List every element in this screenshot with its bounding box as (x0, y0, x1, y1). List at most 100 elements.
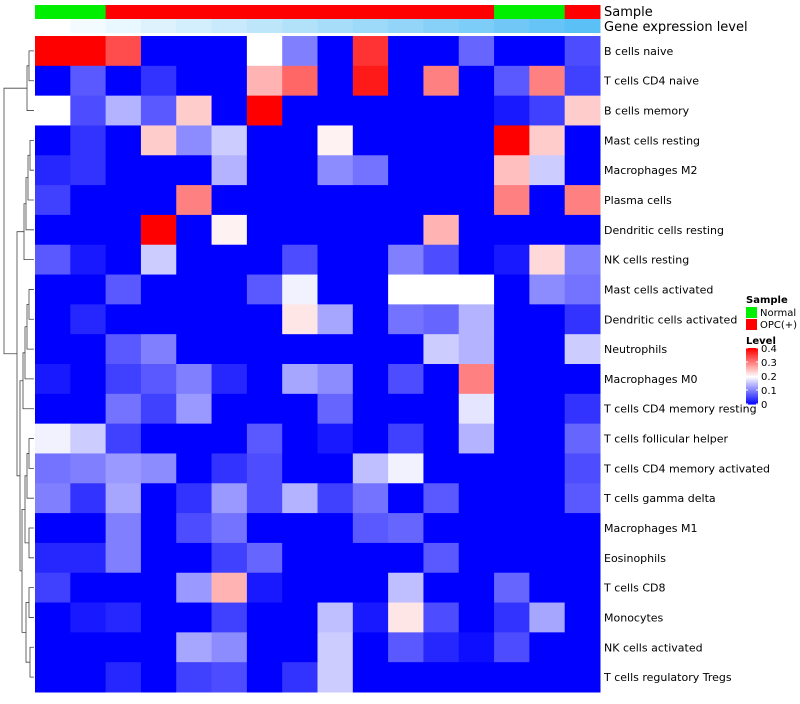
heatmap-cell (140, 65, 177, 97)
heatmap-cell (105, 155, 142, 186)
heatmap-cell (211, 483, 248, 514)
heatmap-cell (423, 364, 460, 395)
heatmap-cell (35, 95, 71, 126)
heatmap-cell (176, 602, 213, 633)
heatmap-cell (282, 423, 318, 454)
heatmap-cell (458, 542, 495, 574)
level-annotation-label: Gene expression level (604, 20, 748, 35)
heatmap-cell (282, 244, 318, 276)
heatmap-cell (494, 185, 530, 216)
row-label: Plasma cells (604, 194, 672, 207)
heatmap-cell (494, 274, 530, 305)
dendrogram-branch (19, 380, 23, 572)
heatmap-cell (246, 662, 283, 693)
level-legend-gradient-step (746, 380, 758, 383)
heatmap-cell (246, 274, 283, 305)
level-annotation-cell (388, 19, 424, 33)
heatmap-cell (458, 155, 495, 186)
level-legend-tick-label: 0.3 (761, 358, 777, 369)
heatmap-cell (176, 155, 213, 186)
row-label: B cells naive (604, 45, 673, 58)
heatmap-cell (105, 95, 142, 126)
dendrogram-branch (28, 289, 34, 320)
heatmap-cell (70, 513, 107, 544)
heatmap-cell (140, 364, 177, 395)
heatmap-cell (494, 602, 530, 633)
level-legend-gradient-step (746, 352, 758, 355)
level-annotation-cell (105, 19, 142, 33)
heatmap-cell (176, 244, 213, 276)
heatmap-cell (140, 602, 177, 633)
heatmap-cell (105, 602, 142, 633)
level-legend-gradient-step (746, 367, 758, 370)
heatmap-cell (494, 244, 530, 276)
heatmap-cell (388, 483, 424, 514)
heatmap-cell (564, 483, 601, 514)
sample-annotation-label: Sample (604, 5, 653, 20)
heatmap-cell (176, 393, 213, 425)
heatmap-cell (317, 125, 354, 156)
heatmap-cell (105, 483, 142, 514)
heatmap-cell (388, 542, 424, 574)
heatmap-cell (105, 453, 142, 484)
heatmap-cell (564, 95, 601, 126)
heatmap-cell (140, 453, 177, 484)
heatmap-cell (282, 155, 318, 186)
heatmap-cell (423, 334, 460, 365)
heatmap-cell (352, 65, 389, 97)
heatmap-cell (176, 632, 213, 663)
heatmap-cell (458, 513, 495, 544)
heatmap-cell (282, 632, 318, 663)
row-label: Monocytes (604, 611, 664, 624)
heatmap-cell (317, 572, 354, 604)
heatmap-cell (494, 423, 530, 454)
heatmap-cell (458, 453, 495, 484)
heatmap-cell (105, 125, 142, 156)
heatmap-cell (317, 65, 354, 97)
heatmap-cell (352, 602, 389, 633)
heatmap-cell (70, 185, 107, 216)
heatmap-cell (352, 304, 389, 335)
heatmap-cell (35, 185, 71, 216)
heatmap-cell (176, 364, 213, 395)
heatmap-cell (423, 214, 460, 246)
heatmap-cell (494, 334, 530, 365)
level-legend-gradient-step (746, 401, 758, 404)
heatmap-cell (564, 244, 601, 276)
heatmap-cell (35, 244, 71, 276)
heatmap-cell (105, 214, 142, 246)
level-legend-gradient-step (746, 366, 758, 369)
level-legend-gradient-step (746, 383, 758, 385)
heatmap-cell (246, 334, 283, 365)
heatmap-cell (352, 125, 389, 156)
heatmap-cell (494, 453, 530, 484)
heatmap-cell (564, 65, 601, 97)
heatmap-cell (317, 483, 354, 514)
heatmap-cell (35, 393, 71, 425)
heatmap-cell (246, 632, 283, 663)
heatmap-cell (70, 632, 107, 663)
heatmap-cell (388, 185, 424, 216)
sample-legend-swatch (746, 319, 757, 330)
heatmap-cell (70, 95, 107, 126)
heatmap-cell (35, 36, 71, 67)
heatmap-cell (282, 602, 318, 633)
level-annotation-cell (494, 19, 530, 33)
heatmap-cell (317, 244, 354, 276)
heatmap-cell (211, 185, 248, 216)
heatmap-cell (70, 423, 107, 454)
row-label: Dendritic cells activated (604, 313, 737, 326)
heatmap-cell (529, 125, 566, 156)
heatmap-cell (70, 542, 107, 574)
heatmap-cell (246, 453, 283, 484)
heatmap-cell (352, 572, 389, 604)
heatmap-cell (211, 453, 248, 484)
heatmap-cell (423, 423, 460, 454)
heatmap-cell (176, 453, 213, 484)
level-legend-gradient-step (746, 385, 758, 388)
dendrogram-branch (28, 587, 34, 618)
heatmap-cell (105, 244, 142, 276)
heatmap-cell (317, 423, 354, 454)
heatmap-cell (423, 632, 460, 663)
